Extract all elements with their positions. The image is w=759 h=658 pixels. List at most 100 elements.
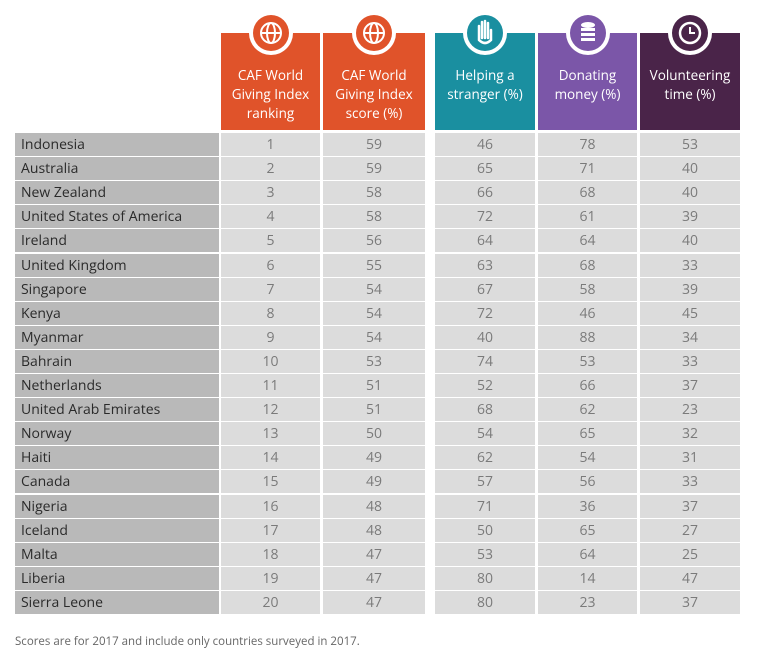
value-cell: 58 — [538, 277, 637, 301]
value-cell: 68 — [538, 253, 637, 277]
value-cell: 3 — [221, 181, 320, 205]
value-cell: 10 — [221, 349, 320, 373]
country-cell: Nigeria — [15, 494, 219, 518]
value-cell: 14 — [538, 566, 637, 590]
value-cell: 33 — [640, 349, 740, 373]
value-cell: 64 — [538, 542, 637, 566]
country-cell: Ireland — [15, 229, 219, 253]
value-cell: 80 — [435, 566, 535, 590]
value-cell: 31 — [640, 446, 740, 470]
value-cell: 52 — [435, 374, 535, 397]
value-cell: 66 — [435, 181, 535, 205]
country-cell: Indonesia — [15, 133, 219, 156]
country-cell: Liberia — [15, 566, 219, 590]
globe-icon — [352, 11, 396, 55]
value-cell: 16 — [221, 494, 320, 518]
value-cell: 64 — [538, 229, 637, 253]
country-cell: Malta — [15, 542, 219, 566]
value-cell: 62 — [538, 398, 637, 422]
value-cell: 55 — [323, 253, 425, 277]
value-cell: 40 — [640, 229, 740, 253]
value-cell: 50 — [435, 518, 535, 542]
value-cell: 23 — [538, 590, 637, 614]
value-cell: 4 — [221, 205, 320, 229]
value-cell: 74 — [435, 349, 535, 373]
value-cell: 58 — [323, 205, 425, 229]
column-header: Donating money (%) — [538, 33, 637, 130]
value-cell: 88 — [538, 325, 637, 349]
value-cell: 36 — [538, 494, 637, 518]
value-cell: 6 — [221, 253, 320, 277]
country-cell: United Arab Emirates — [15, 398, 219, 422]
value-cell: 33 — [640, 470, 740, 494]
country-cell: United Kingdom — [15, 253, 219, 277]
value-cell: 53 — [538, 349, 637, 373]
value-cell: 1 — [221, 133, 320, 156]
country-cell: Haiti — [15, 446, 219, 470]
country-cell: Canada — [15, 470, 219, 494]
value-cell: 14 — [221, 446, 320, 470]
value-cell: 45 — [640, 301, 740, 325]
country-cell: New Zealand — [15, 181, 219, 205]
value-cell: 68 — [538, 181, 637, 205]
value-cell: 54 — [323, 301, 425, 325]
value-cell: 54 — [435, 422, 535, 446]
value-cell: 65 — [538, 422, 637, 446]
value-cell: 50 — [323, 422, 425, 446]
value-cell: 48 — [323, 518, 425, 542]
value-cell: 71 — [538, 157, 637, 181]
value-cell: 66 — [538, 374, 637, 397]
country-cell: Australia — [15, 157, 219, 181]
value-cell: 57 — [435, 470, 535, 494]
value-cell: 8 — [221, 301, 320, 325]
value-cell: 46 — [538, 301, 637, 325]
value-cell: 67 — [435, 277, 535, 301]
coins-icon — [566, 11, 610, 55]
value-cell: 48 — [323, 494, 425, 518]
value-cell: 47 — [323, 542, 425, 566]
value-cell: 53 — [435, 542, 535, 566]
value-cell: 78 — [538, 133, 637, 156]
value-cell: 61 — [538, 205, 637, 229]
country-cell: United States of America — [15, 205, 219, 229]
country-cell: Kenya — [15, 301, 219, 325]
value-cell: 18 — [221, 542, 320, 566]
value-cell: 71 — [435, 494, 535, 518]
clock-icon — [668, 11, 712, 55]
country-cell: Norway — [15, 422, 219, 446]
value-cell: 39 — [640, 277, 740, 301]
country-cell: Iceland — [15, 518, 219, 542]
value-cell: 58 — [323, 181, 425, 205]
value-cell: 47 — [323, 566, 425, 590]
value-cell: 7 — [221, 277, 320, 301]
value-cell: 40 — [640, 181, 740, 205]
value-cell: 49 — [323, 470, 425, 494]
value-cell: 54 — [538, 446, 637, 470]
value-cell: 54 — [323, 277, 425, 301]
value-cell: 56 — [323, 229, 425, 253]
value-cell: 11 — [221, 374, 320, 397]
value-cell: 9 — [221, 325, 320, 349]
value-cell: 59 — [323, 157, 425, 181]
value-cell: 59 — [323, 133, 425, 156]
value-cell: 47 — [323, 590, 425, 614]
value-cell: 80 — [435, 590, 535, 614]
globe-icon — [249, 11, 293, 55]
value-cell: 65 — [435, 157, 535, 181]
value-cell: 25 — [640, 542, 740, 566]
country-cell: Sierra Leone — [15, 590, 219, 614]
value-cell: 40 — [640, 157, 740, 181]
value-cell: 34 — [640, 325, 740, 349]
value-cell: 5 — [221, 229, 320, 253]
value-cell: 54 — [323, 325, 425, 349]
country-cell: Bahrain — [15, 349, 219, 373]
footnote: Scores are for 2017 and include only cou… — [15, 634, 360, 649]
value-cell: 13 — [221, 422, 320, 446]
country-cell: Myanmar — [15, 325, 219, 349]
country-cell: Singapore — [15, 277, 219, 301]
value-cell: 40 — [435, 325, 535, 349]
value-cell: 37 — [640, 374, 740, 397]
value-cell: 51 — [323, 374, 425, 397]
value-cell: 53 — [323, 349, 425, 373]
